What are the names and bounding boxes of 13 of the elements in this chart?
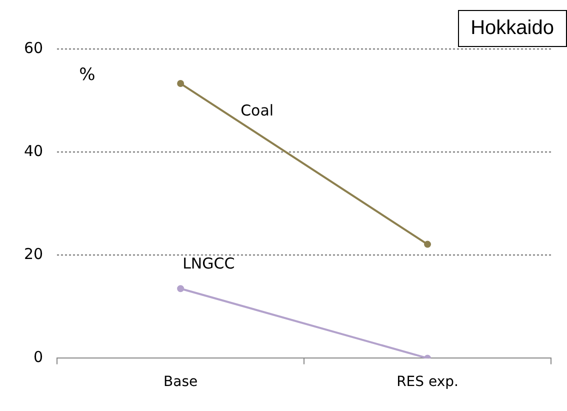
point [424, 240, 432, 248]
y-tick-label: 40 [24, 142, 44, 160]
point [177, 80, 184, 88]
series-label: LNGCC [182, 254, 235, 273]
y-tick-label: 0 [34, 348, 44, 366]
y-tick-label: 60 [24, 38, 44, 57]
point [177, 285, 184, 292]
x-tick-label: RES exp. [396, 374, 458, 390]
x-tick-label: Base [164, 374, 198, 390]
chart-title: Hokkaido [458, 10, 567, 47]
y-tick-label: 20 [24, 245, 44, 264]
series-label: Coal [240, 102, 274, 120]
y-axis-title: % [79, 65, 96, 85]
